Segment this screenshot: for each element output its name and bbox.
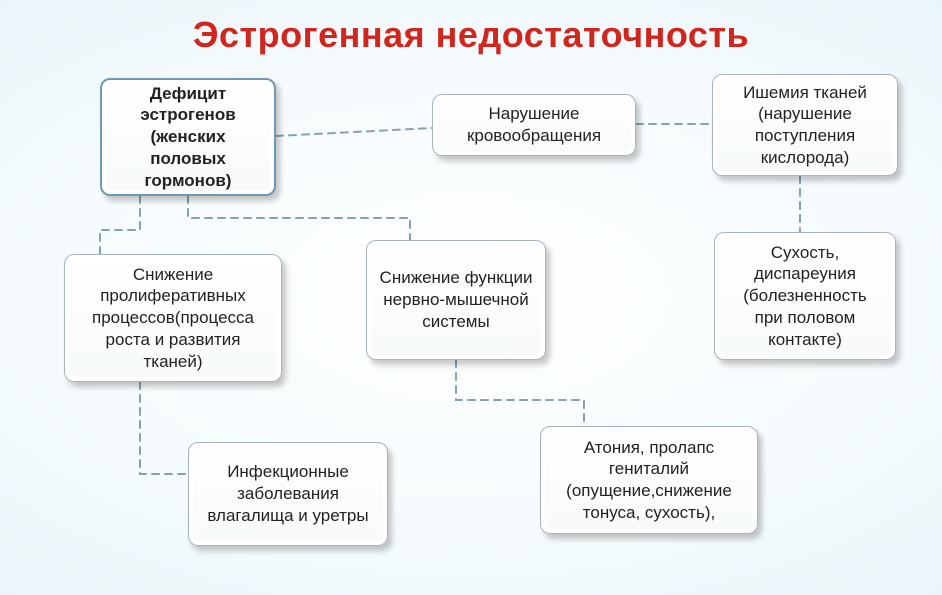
node-n5: Сухость, диспареуния (болезненность при …	[714, 232, 896, 360]
node-label: Снижение пролиферативных процессов(проце…	[77, 264, 269, 373]
node-n2: Ишемия тканей (нарушение поступления кис…	[712, 74, 898, 176]
node-n6: Инфекционные заболевания влагалища и уре…	[188, 442, 388, 546]
node-n7: Атония, пролапс гениталий (опущение,сниж…	[540, 426, 758, 534]
node-label: Сухость, диспареуния (болезненность при …	[727, 242, 883, 351]
node-label: Нарушение кровообращения	[445, 103, 623, 147]
node-label: Дефицит эстрогенов (женских половых горм…	[114, 83, 262, 192]
node-n3: Снижение пролиферативных процессов(проце…	[64, 254, 282, 382]
node-n1: Нарушение кровообращения	[432, 94, 636, 156]
page-title: Эстрогенная недостаточность	[0, 14, 942, 56]
node-label: Ишемия тканей (нарушение поступления кис…	[725, 82, 885, 169]
node-n4: Снижение функции нервно-мышечной системы	[366, 240, 546, 360]
node-label: Атония, пролапс гениталий (опущение,сниж…	[553, 437, 745, 524]
node-root: Дефицит эстрогенов (женских половых горм…	[100, 78, 276, 196]
node-label: Снижение функции нервно-мышечной системы	[379, 267, 533, 332]
node-label: Инфекционные заболевания влагалища и уре…	[201, 461, 375, 526]
